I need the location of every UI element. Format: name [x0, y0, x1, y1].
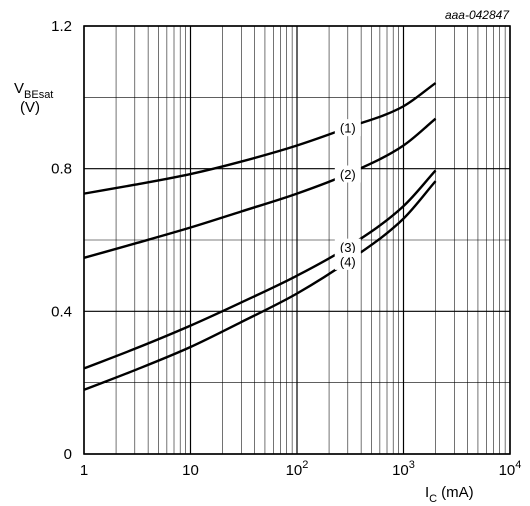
curve-label-text: (4) — [340, 254, 356, 269]
figure-reference: aaa-042847 — [445, 8, 510, 22]
curve-3 — [83, 169, 437, 370]
curve-label-4: (4) — [334, 252, 361, 270]
data-curves — [83, 82, 437, 391]
curve-4 — [83, 180, 437, 391]
y-tick-label: 0.4 — [51, 303, 72, 320]
x-tick-label: 103 — [392, 459, 415, 479]
x-tick-label: 102 — [286, 459, 309, 479]
x-tick-label: 10 — [182, 462, 199, 479]
curve-label-text: (2) — [340, 167, 356, 182]
curve-label-text: (1) — [340, 121, 356, 136]
curve-2 — [83, 117, 437, 259]
y-axis-unit: (V) — [20, 99, 40, 116]
y-tick-label: 0 — [64, 446, 72, 463]
x-tick-label: 104 — [499, 459, 522, 479]
curve-1 — [83, 82, 437, 195]
y-tick-labels: 0 0.4 0.8 1.2 — [51, 18, 72, 463]
curve-label-2: (2) — [334, 165, 361, 183]
curve-labels: (1) (2) (3)(4) — [334, 119, 361, 270]
curve-label-3: (3) — [334, 238, 361, 256]
curve-label-text: (3) — [340, 240, 356, 255]
curve-label-1: (1) — [334, 119, 361, 137]
y-axis-label: VBEsat — [14, 80, 53, 101]
plot-frame — [83, 25, 511, 455]
x-tick-label: 1 — [80, 462, 88, 479]
y-tick-label: 1.2 — [51, 18, 72, 35]
x-axis-label: IC (mA) — [425, 484, 474, 505]
x-tick-labels: 1 10 102 103 104 — [80, 459, 522, 479]
y-tick-label: 0.8 — [51, 161, 72, 178]
